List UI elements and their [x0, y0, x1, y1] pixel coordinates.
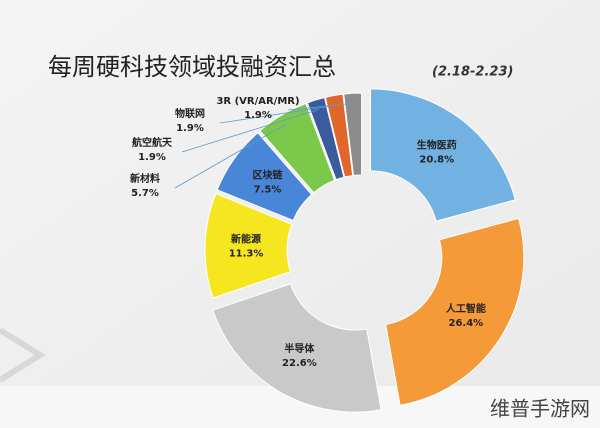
- donut-segment: [259, 102, 336, 194]
- segment-value: 5.7%: [131, 188, 159, 199]
- segment-label: 区块链: [253, 169, 284, 182]
- segment-label: 半导体: [284, 342, 315, 355]
- segment-value: 1.9%: [138, 152, 166, 163]
- segment-label: 3R (VR/AR/MR): [216, 96, 299, 107]
- leader-line: [287, 102, 354, 111]
- segment-label: 物联网: [175, 107, 205, 120]
- segment-value: 26.4%: [449, 318, 484, 329]
- segment-value: 1.9%: [176, 123, 204, 134]
- segment-value: 7.5%: [254, 185, 282, 196]
- segment-label: 新能源: [231, 233, 261, 246]
- donut-segment: [306, 96, 345, 181]
- donut-segment: [204, 193, 293, 299]
- segment-label: 生物医药: [417, 138, 457, 151]
- donut-segment: [212, 283, 382, 413]
- leader-line: [219, 104, 336, 124]
- watermark: 维普手游网: [490, 397, 590, 421]
- donut-segment: [343, 92, 363, 177]
- segment-value: 20.8%: [419, 154, 454, 165]
- segment-value: 1.9%: [244, 110, 272, 121]
- leader-line: [174, 123, 287, 189]
- chart-title: 每周硬科技领域投融资汇总: [48, 53, 336, 81]
- donut-segment: [324, 93, 354, 178]
- decor: [0, 327, 46, 383]
- segment-value: 22.6%: [282, 358, 317, 369]
- segment-label: 新材料: [130, 172, 160, 185]
- chart-subtitle: (2.18-2.23): [432, 65, 513, 80]
- segment-label: 航空航天: [132, 136, 173, 149]
- donut-segment: [216, 132, 313, 222]
- donut-segment: [370, 88, 516, 222]
- leader-line: [181, 109, 319, 153]
- donut-segment: [385, 217, 525, 406]
- segment-value: 11.3%: [229, 249, 264, 260]
- donut: 生物医药 20.8% 人工智能 26.4% 半导体 22.6% 新能源 11.3% 区块链 7.5…: [130, 88, 525, 413]
- segment-label: 人工智能: [446, 302, 486, 315]
